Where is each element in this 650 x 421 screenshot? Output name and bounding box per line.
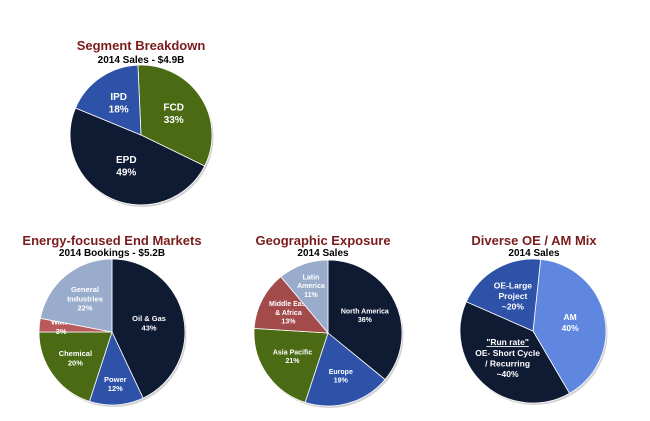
slice-label: Chemical (59, 349, 92, 358)
chart-subtitle: 2014 Sales (508, 248, 560, 259)
slice-label: North America (341, 308, 389, 315)
slice-value-label: ~40% (497, 369, 519, 379)
slice-label: Asia Pacific (273, 349, 312, 356)
slice-value-label: 11% (304, 292, 318, 299)
slice-label: Europe (329, 369, 353, 376)
slice-label: Oil & Gas (132, 314, 166, 323)
chart-subtitle: 2014 Bookings - $5.2B (58, 248, 166, 259)
chart-title: Geographic Exposure (255, 233, 391, 248)
slice-label: OE-Large (494, 280, 533, 290)
slice-value-label: 20% (68, 358, 83, 367)
slice-label: OE- Short Cycle (475, 348, 540, 358)
slice-label: FCD (163, 102, 184, 113)
pie-slice-ipd (74, 64, 142, 136)
chart-subtitle: 2014 Sales (297, 248, 349, 259)
pie-slice-europe (304, 332, 386, 407)
slice-value-label: 3% (56, 327, 67, 336)
pie-end-markets: Oil & Gas43%Power12%Chemical20%Water3%Ge… (38, 258, 187, 407)
chart-title: Energy-focused End Markets (22, 233, 202, 248)
slice-label: Industries (67, 294, 103, 303)
pie-slice-oil-gas (111, 258, 186, 399)
pie-slice-asia-pacific (253, 327, 329, 403)
slice-label: Power (104, 375, 127, 384)
pie-slice-middle-east-africa (253, 276, 329, 334)
pie-slice-fcd (137, 64, 213, 167)
slice-label: IPD (110, 92, 127, 103)
slice-label: Project (499, 291, 528, 301)
slice-label: EPD (116, 155, 137, 166)
slice-label: Latin (303, 274, 320, 281)
pie-slice-general-industries (39, 258, 113, 333)
chart-title: Diverse OE / AM Mix (471, 233, 597, 248)
pie-geographic-exposure: North America 36% Europe 19% Asia Pacific 21%… (253, 259, 404, 408)
slice-label: Middle East (269, 301, 309, 308)
slice-value-label: 33% (164, 115, 184, 126)
pie-slice-latin-america (280, 259, 329, 335)
slice-label: America (297, 283, 325, 290)
slice-label: "Run rate" (486, 337, 529, 347)
slice-value-label: 13% (281, 319, 296, 326)
slice-label: / Recurring (485, 358, 530, 368)
slice-value-label: 49% (116, 168, 136, 179)
pie-slice-chemical (38, 331, 113, 402)
slice-value-label: 22% (78, 304, 93, 313)
slice-value-label: 40% (562, 323, 579, 333)
pie-slice-am (532, 258, 607, 394)
slice-value-label: 12% (108, 384, 123, 393)
slice-label: General (71, 285, 99, 294)
slice-value-label: ~20% (502, 302, 524, 312)
slice-label: AM (564, 312, 577, 322)
pie-slice-oe-short-cycle-recurring (459, 301, 571, 404)
slice-value-label: 36% (358, 317, 373, 324)
slice-value-label: 43% (142, 323, 157, 332)
slice-value-label: 21% (285, 358, 300, 365)
pie-slice-oe-large-project (465, 258, 542, 332)
slice-value-label: 19% (334, 378, 349, 385)
pie-slice-epd (69, 107, 206, 206)
chart-subtitle: 2014 Sales - $4.9B (97, 55, 185, 66)
chart-title: Segment Breakdown (76, 38, 206, 53)
slice-label: & Africa (275, 310, 302, 317)
pie-slice-north-america (327, 259, 403, 381)
slice-value-label: 18% (109, 104, 129, 115)
